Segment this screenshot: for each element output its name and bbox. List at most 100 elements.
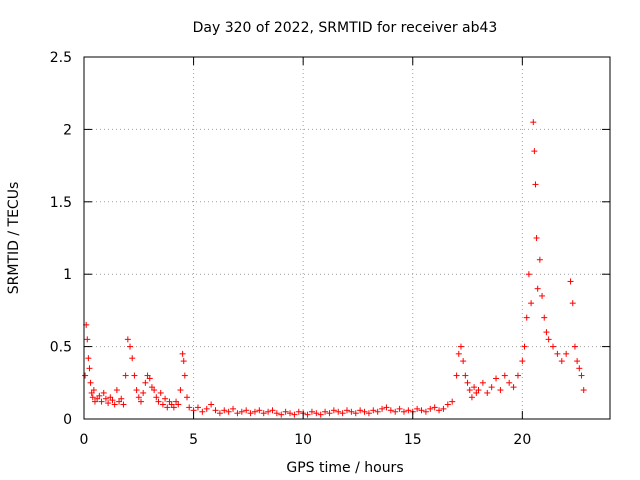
data-point [199,408,206,415]
y-tick-label: 1 [63,267,72,283]
data-point [109,397,116,404]
plot-frame [83,56,611,420]
data-point [124,336,131,343]
data-point [580,387,587,394]
data-point [278,411,285,418]
data-point [313,410,320,417]
data-point [440,405,447,412]
data-point [563,350,570,357]
x-axis-label: GPS time / hours [286,460,403,476]
data-point [468,394,475,401]
data-point [383,404,390,411]
data-point [533,235,540,241]
data-point [181,372,188,379]
x-tick-label: 5 [189,432,198,448]
data-point [431,404,438,411]
data-point [405,407,412,414]
data-point [387,407,394,414]
data-point [247,410,254,417]
data-point [396,405,403,412]
data-point [545,336,552,343]
data-point [525,271,532,278]
data-point [506,379,513,386]
data-point [488,384,495,391]
data-point [221,407,228,414]
data-point [571,343,578,350]
data-point [151,387,158,394]
data-point [265,408,272,415]
data-point [530,119,537,126]
data-point [523,314,530,321]
data-point [335,408,342,415]
data-point [541,314,548,321]
data-point [444,401,451,408]
data-point [576,365,583,372]
data-point [96,392,103,399]
data-point [427,405,434,412]
data-point [98,398,105,405]
data-point [155,398,162,405]
data-point [133,387,140,394]
data-point [82,372,89,379]
y-tick-label: 0 [63,412,72,428]
x-tick-label: 15 [404,432,422,448]
data-point [361,408,368,415]
data-point [550,343,557,350]
data-point [554,350,561,357]
data-point [370,407,377,414]
data-point [330,407,337,414]
data-point [457,343,464,350]
data-point [436,407,443,414]
data-point [251,408,258,415]
data-point [230,405,237,412]
data-point [510,384,517,391]
y-tick-label: 2 [63,122,72,138]
data-point [118,395,125,402]
data-point [536,256,543,263]
data-point [122,372,129,379]
data-point [216,410,223,417]
data-point [273,410,280,417]
data-point [203,405,210,412]
y-tick-label: 1.5 [50,195,72,211]
data-point [455,350,462,357]
data-point [501,372,508,379]
data-point [111,401,118,408]
data-point [162,395,169,402]
data-point [471,384,478,391]
data-point [466,387,473,394]
data-point [422,408,429,415]
data-point [170,404,177,411]
data-point [326,410,333,417]
data-point [100,389,107,396]
data-points [82,119,587,418]
y-tick-label: 0.5 [50,340,72,356]
data-point [528,300,535,307]
data-point [225,408,232,415]
data-point [129,355,136,362]
data-point [184,394,191,401]
data-point [352,410,359,417]
data-point [453,372,460,379]
data-point [460,358,467,365]
y-axis-label: SRMTID / TECUs [6,182,22,295]
data-point [308,408,315,415]
data-point [379,405,386,412]
data-point [238,408,245,415]
data-point [400,408,407,415]
data-point [175,401,182,408]
data-point [243,407,250,414]
data-point [159,401,166,408]
data-point [493,375,500,382]
data-point [234,410,241,417]
data-point [177,387,184,394]
data-point [85,355,92,362]
data-point [256,407,263,414]
data-point [374,408,381,415]
data-point [574,358,581,365]
data-point [102,395,109,402]
data-point [521,343,528,350]
data-point [153,394,160,401]
